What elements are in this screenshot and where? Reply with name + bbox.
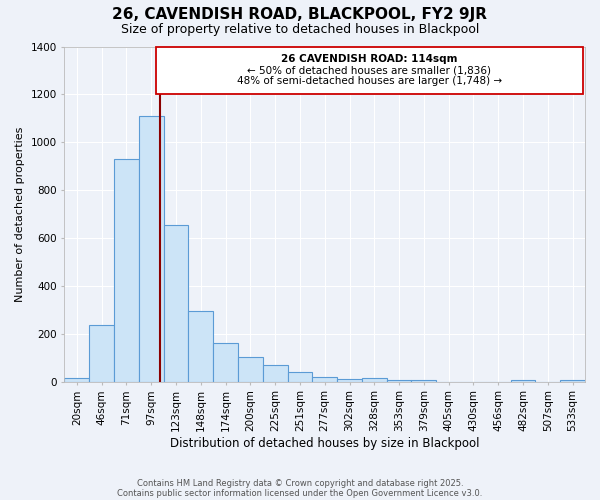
Bar <box>64 378 89 382</box>
Bar <box>238 356 263 382</box>
Text: 26 CAVENDISH ROAD: 114sqm: 26 CAVENDISH ROAD: 114sqm <box>281 54 458 64</box>
Bar <box>511 380 535 382</box>
X-axis label: Distribution of detached houses by size in Blackpool: Distribution of detached houses by size … <box>170 437 479 450</box>
Text: Contains public sector information licensed under the Open Government Licence v3: Contains public sector information licen… <box>118 488 482 498</box>
Text: 48% of semi-detached houses are larger (1,748) →: 48% of semi-detached houses are larger (… <box>237 76 502 86</box>
Bar <box>263 365 287 382</box>
Bar <box>213 344 238 382</box>
Text: Size of property relative to detached houses in Blackpool: Size of property relative to detached ho… <box>121 22 479 36</box>
Bar <box>362 378 386 382</box>
Y-axis label: Number of detached properties: Number of detached properties <box>15 126 25 302</box>
Text: Contains HM Land Registry data © Crown copyright and database right 2025.: Contains HM Land Registry data © Crown c… <box>137 478 463 488</box>
Bar <box>287 372 313 382</box>
Bar <box>313 377 337 382</box>
Bar <box>156 48 583 94</box>
Bar <box>188 311 213 382</box>
Bar <box>386 380 412 382</box>
Bar <box>164 225 188 382</box>
Bar <box>337 380 362 382</box>
Bar <box>412 380 436 382</box>
Bar <box>139 116 164 382</box>
Text: ← 50% of detached houses are smaller (1,836): ← 50% of detached houses are smaller (1,… <box>247 66 491 76</box>
Text: 26, CAVENDISH ROAD, BLACKPOOL, FY2 9JR: 26, CAVENDISH ROAD, BLACKPOOL, FY2 9JR <box>113 8 487 22</box>
Bar <box>89 326 114 382</box>
Bar <box>114 159 139 382</box>
Bar <box>560 380 585 382</box>
